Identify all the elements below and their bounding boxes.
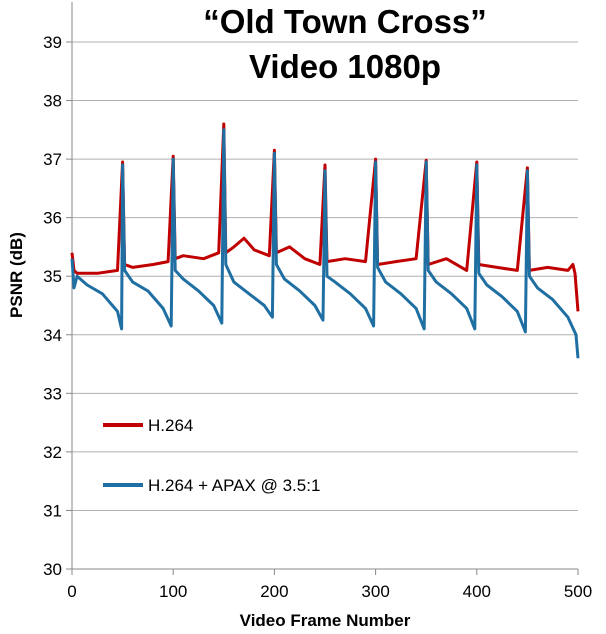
x-tick-label-100: 100 [159, 582, 187, 601]
y-tick-label-34: 34 [43, 326, 62, 345]
y-tick-label-36: 36 [43, 209, 62, 228]
series-line-h264 [70, 122, 580, 312]
y-tick-label-31: 31 [43, 501, 62, 520]
y-tick-label-39: 39 [43, 33, 62, 52]
y-tick-label-35: 35 [43, 267, 62, 286]
x-axis-label: Video Frame Number [240, 611, 411, 630]
y-tick-label-32: 32 [43, 443, 62, 462]
y-tick-label-37: 37 [43, 150, 62, 169]
y-tick-label-38: 38 [43, 92, 62, 111]
x-axis-ticks: 0 100 200 300 400 500 [67, 569, 592, 601]
series-lines [70, 122, 580, 359]
chart-title-line-1: “Old Town Cross” [203, 3, 487, 40]
y-tick-label-33: 33 [43, 384, 62, 403]
x-tick-label-0: 0 [67, 582, 76, 601]
y-tick-label-30: 30 [43, 560, 62, 579]
axes [71, 2, 578, 570]
chart-title-line-2: Video 1080p [249, 48, 441, 85]
series-line-h264-apax [70, 128, 580, 359]
y-axis-ticks: 30 31 32 33 34 35 36 37 38 39 [43, 33, 72, 579]
legend: H.264 H.264 + APAX @ 3.5:1 [103, 416, 320, 495]
legend-label-h264: H.264 [148, 416, 193, 435]
x-tick-label-400: 400 [463, 582, 491, 601]
x-tick-label-500: 500 [564, 582, 592, 601]
x-tick-label-300: 300 [361, 582, 389, 601]
legend-label-h264-apax: H.264 + APAX @ 3.5:1 [148, 476, 320, 495]
y-axis-label: PSNR (dB) [7, 232, 26, 318]
x-tick-label-200: 200 [260, 582, 288, 601]
